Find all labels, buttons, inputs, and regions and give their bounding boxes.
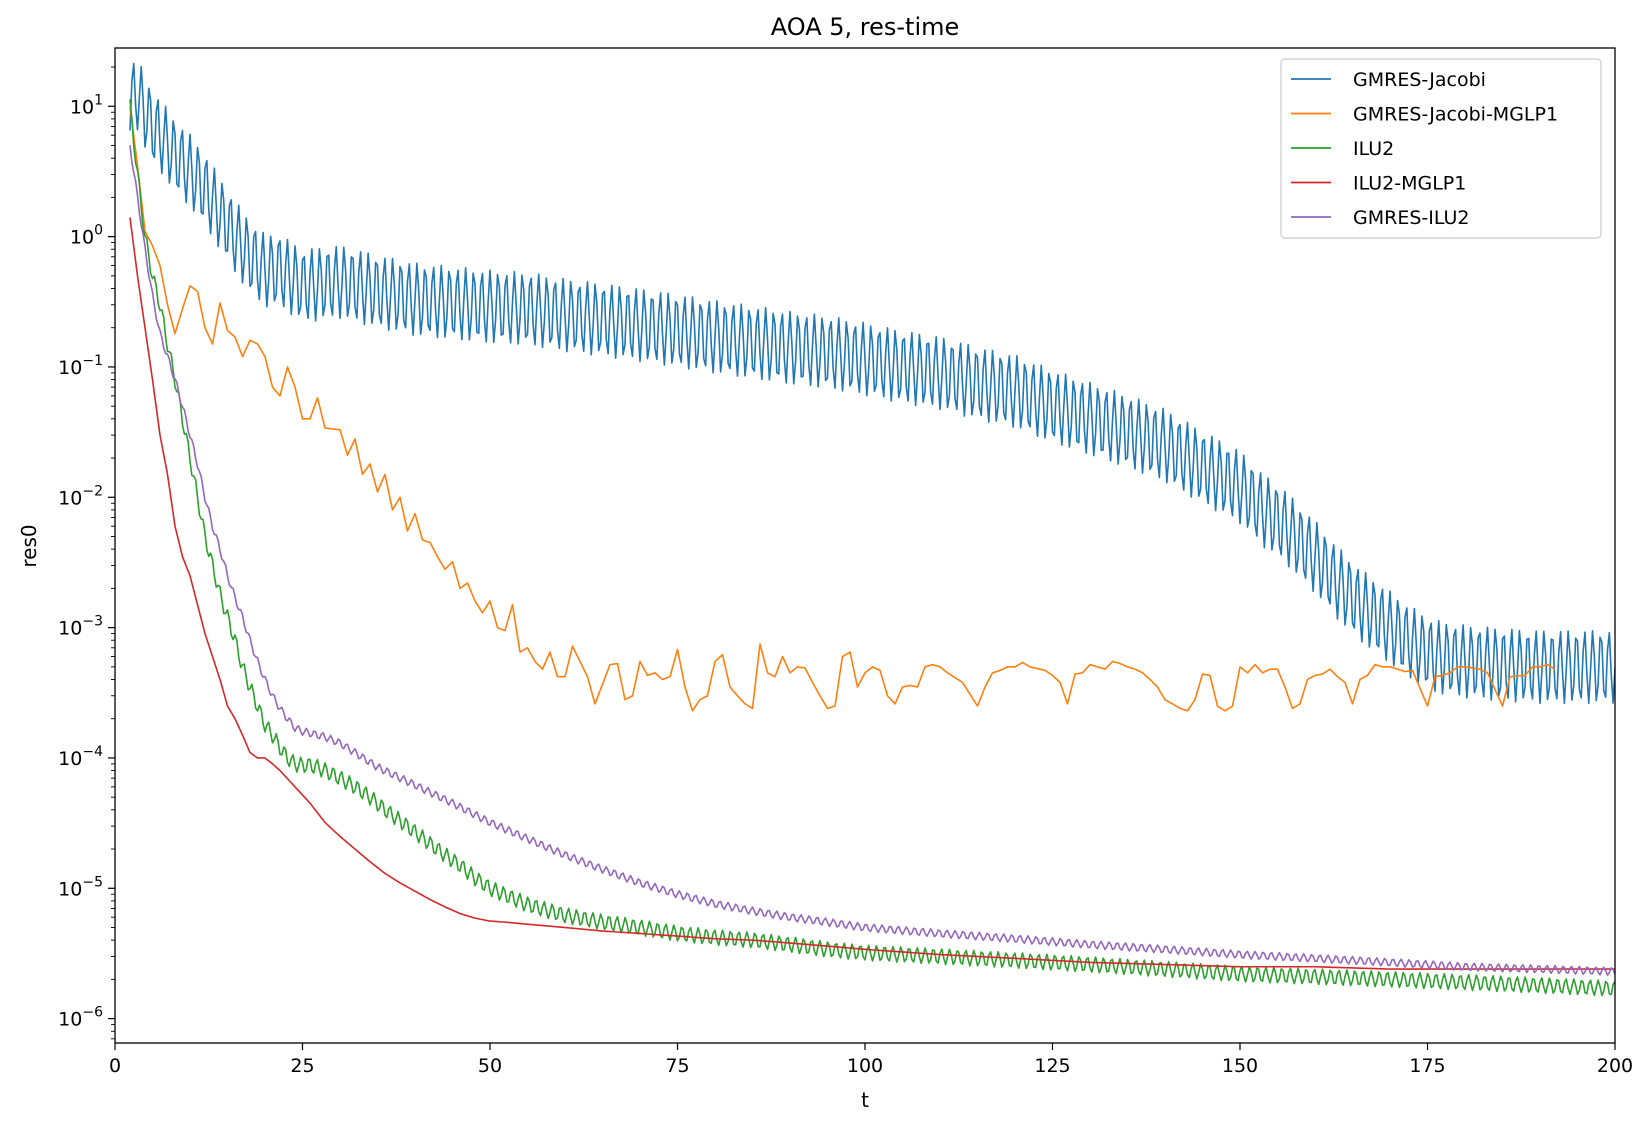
legend-label: GMRES-Jacobi (1353, 69, 1486, 91)
legend-box (1280, 58, 1602, 239)
y-tick-label: 10−1 (58, 353, 103, 379)
y-tick-label: 10−5 (58, 874, 103, 900)
y-tick-label: 10−6 (58, 1005, 103, 1031)
legend-label: ILU2-MGLP1 (1353, 173, 1466, 195)
series-line-ilu2 (129, 99, 1615, 997)
y-tick-label: 10−2 (58, 483, 103, 509)
legend-label: GMRES-ILU2 (1353, 207, 1469, 229)
x-tick-label: 175 (1409, 1055, 1445, 1077)
series-group (129, 62, 1615, 997)
x-tick-label: 125 (1034, 1055, 1070, 1077)
series-line-ilu2-mglp1 (129, 217, 1615, 970)
series-line-gmres-ilu2 (129, 145, 1615, 976)
x-axis: 0 25 50 75 100 125 150 175 200 (109, 1043, 1633, 1077)
x-tick-label: 100 (847, 1055, 883, 1077)
x-tick-label: 0 (109, 1055, 121, 1077)
y-tick-label: 101 (70, 92, 103, 118)
x-tick-label: 200 (1597, 1055, 1633, 1077)
y-tick-label: 100 (70, 223, 103, 249)
y-tick-label: 10−4 (58, 744, 103, 770)
x-tick-label: 150 (1222, 1055, 1258, 1077)
series-line-gmres-jacobi (129, 62, 1615, 705)
y-axis-title: res0 (17, 524, 41, 567)
legend-label: ILU2 (1353, 138, 1394, 160)
y-axis: 10−6 10−5 10−4 10−3 10−2 10−1 100 101 (58, 66, 115, 1040)
x-tick-label: 25 (290, 1055, 314, 1077)
legend: GMRES-Jacobi GMRES-Jacobi-MGLP1 ILU2 ILU2-M… (1280, 58, 1602, 239)
chart-title: AOA 5, res-time (771, 13, 960, 41)
series-line-gmres-jacobi-mglp1 (129, 106, 1556, 712)
legend-label: GMRES-Jacobi-MGLP1 (1353, 104, 1558, 126)
y-tick-label: 10−3 (58, 614, 103, 640)
x-tick-label: 75 (665, 1055, 689, 1077)
x-axis-title: t (861, 1088, 869, 1112)
x-tick-label: 50 (478, 1055, 502, 1077)
